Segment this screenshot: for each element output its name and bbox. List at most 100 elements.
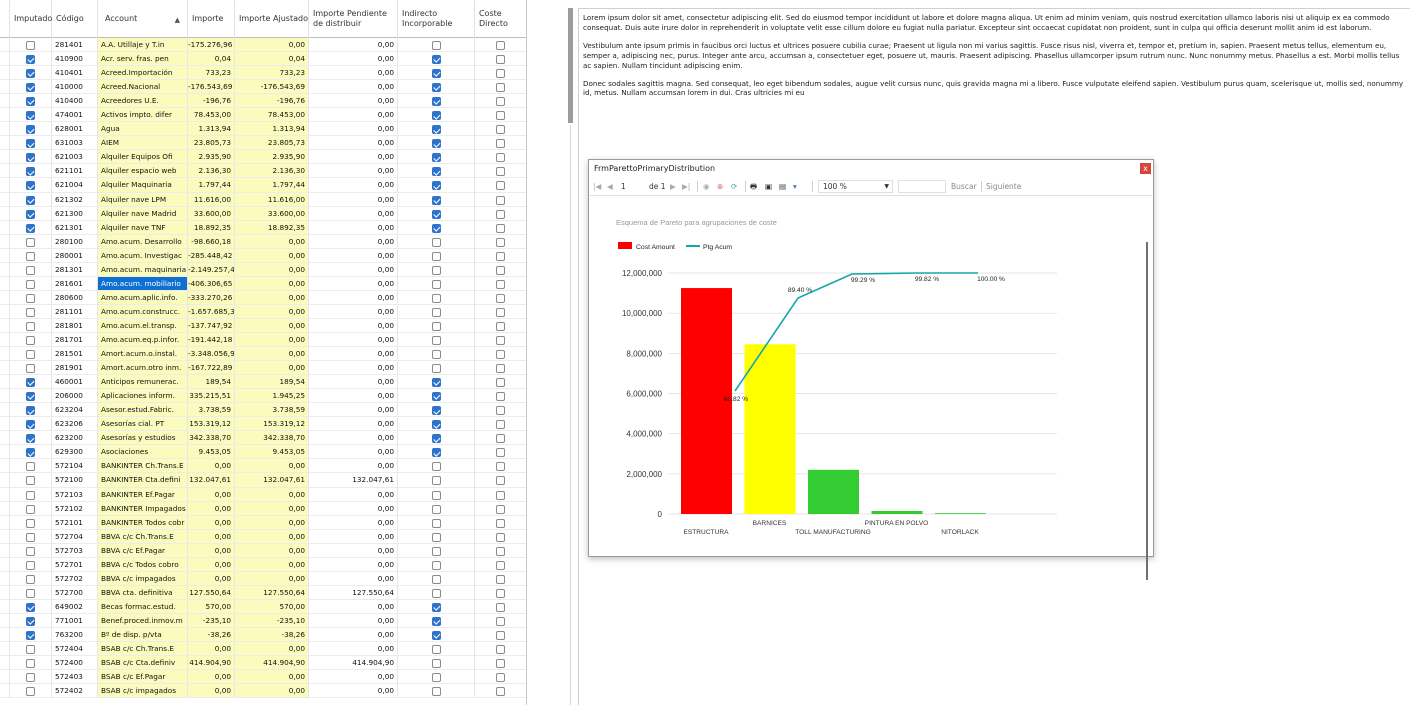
cell-codigo[interactable]: 572103 (52, 487, 98, 502)
cell-importe-pendiente[interactable]: 0,00 (309, 627, 398, 643)
coste-directo-checkbox[interactable] (496, 448, 505, 458)
cell-importe[interactable]: 132.047,61 (188, 473, 235, 488)
table-row[interactable]: 621302 Alquiler nave LPM 11.616,00 11.616,0… (0, 192, 526, 207)
cell-importe[interactable]: 3.738,59 (188, 403, 235, 418)
indirecto-checkbox[interactable] (432, 293, 441, 303)
table-row[interactable]: 410401 Acreed.Importación 733,23 733,23 0,00 (0, 66, 526, 81)
indirecto-checkbox[interactable] (432, 378, 441, 388)
indirecto-checkbox[interactable] (432, 111, 441, 121)
cell-importe-pendiente[interactable]: 0,00 (309, 206, 398, 221)
cell-importe[interactable]: -406.306,65 (188, 276, 235, 291)
indirecto-checkbox[interactable] (432, 462, 441, 472)
cell-importe-ajustado[interactable]: 414.904,90 (235, 656, 309, 671)
cell-codigo[interactable]: 410401 (52, 66, 98, 81)
imputado-checkbox[interactable] (26, 616, 35, 626)
indirecto-checkbox[interactable] (432, 490, 441, 500)
coste-directo-checkbox[interactable] (496, 335, 505, 345)
row-selector[interactable] (0, 318, 10, 333)
cell-importe[interactable]: 0,04 (188, 52, 235, 67)
table-row[interactable]: 572402 BSAB c/c impagados 0,00 0,00 0,00 (0, 684, 526, 699)
col-coste-directo[interactable]: Coste Directo (475, 0, 526, 38)
table-row[interactable]: 572104 BANKINTER Ch.Trans.E 0,00 0,00 0,00 (0, 459, 526, 474)
coste-directo-checkbox[interactable] (496, 265, 505, 275)
cell-importe[interactable]: 0,00 (188, 670, 235, 685)
cell-importe-ajustado[interactable]: -235,10 (235, 613, 309, 628)
row-selector[interactable] (0, 206, 10, 221)
indirecto-checkbox[interactable] (432, 406, 441, 416)
indirecto-checkbox[interactable] (432, 392, 441, 402)
cell-importe-pendiente[interactable]: 0,00 (309, 38, 398, 53)
cell-codigo[interactable]: 621101 (52, 164, 98, 179)
cell-codigo[interactable]: 281801 (52, 318, 98, 333)
coste-directo-checkbox[interactable] (496, 195, 505, 205)
cell-importe-ajustado[interactable]: 33.600,00 (235, 206, 309, 221)
cell-importe-pendiente[interactable]: 0,00 (309, 108, 398, 123)
cell-importe-ajustado[interactable]: 570,00 (235, 599, 309, 614)
coste-directo-checkbox[interactable] (496, 560, 505, 570)
row-selector[interactable] (0, 389, 10, 404)
cell-account[interactable]: Asesorías cial. PT (98, 417, 188, 432)
cell-importe[interactable]: 342.338,70 (188, 431, 235, 446)
indirecto-checkbox[interactable] (432, 364, 441, 374)
cell-account[interactable]: BBVA c/c Todos cobro (98, 557, 188, 572)
page-number-input[interactable]: 1 (621, 182, 626, 191)
cell-importe[interactable]: 0,00 (188, 459, 235, 474)
row-selector[interactable] (0, 52, 10, 67)
cell-importe-ajustado[interactable]: 0,00 (235, 332, 309, 348)
cell-importe-pendiente[interactable]: 0,00 (309, 150, 398, 165)
cell-importe-ajustado[interactable]: 1.797,44 (235, 178, 309, 193)
cell-importe[interactable]: 2.136,30 (188, 164, 235, 179)
cell-codigo[interactable]: 621300 (52, 206, 98, 221)
row-selector[interactable] (0, 515, 10, 530)
cell-account[interactable]: Amo.acum.eq.p.infor. (98, 332, 188, 348)
imputado-checkbox[interactable] (26, 181, 35, 191)
row-selector[interactable] (0, 684, 10, 699)
table-row[interactable]: 206000 Aplicaciones inform. 335.215,51 1.94… (0, 389, 526, 404)
table-row[interactable]: 281101 Amo.acum.construcc. -1.657.685,39 0,… (0, 304, 526, 319)
coste-directo-checkbox[interactable] (496, 406, 505, 416)
cell-importe-pendiente[interactable]: 0,00 (309, 613, 398, 628)
imputado-checkbox[interactable] (26, 490, 35, 500)
cell-importe[interactable]: 0,00 (188, 515, 235, 530)
row-selector[interactable] (0, 431, 10, 446)
coste-directo-checkbox[interactable] (496, 167, 505, 177)
coste-directo-checkbox[interactable] (496, 630, 505, 640)
row-selector[interactable] (0, 543, 10, 558)
cell-importe-pendiente[interactable]: 0,00 (309, 599, 398, 614)
cell-importe[interactable]: 153.319,12 (188, 417, 235, 432)
cell-codigo[interactable]: 572403 (52, 670, 98, 685)
find-input[interactable] (898, 180, 946, 193)
cell-codigo[interactable]: 621301 (52, 220, 98, 235)
cell-importe-pendiente[interactable]: 0,00 (309, 529, 398, 544)
coste-directo-checkbox[interactable] (496, 673, 505, 683)
coste-directo-checkbox[interactable] (496, 687, 505, 697)
cell-codigo[interactable]: 572104 (52, 459, 98, 474)
cell-importe-ajustado[interactable]: 1.945,25 (235, 389, 309, 404)
cell-codigo[interactable]: 628001 (52, 122, 98, 137)
cell-importe-ajustado[interactable]: 0,00 (235, 487, 309, 502)
indirecto-checkbox[interactable] (432, 167, 441, 177)
cell-account[interactable]: Anticipos remunerac. (98, 375, 188, 390)
cell-importe[interactable]: 0,00 (188, 529, 235, 544)
indirecto-checkbox[interactable] (432, 687, 441, 697)
table-row[interactable]: 281901 Amort.acum.otro inm. -167.722,89 0,0… (0, 361, 526, 376)
row-selector-header[interactable] (0, 0, 10, 38)
cell-importe[interactable]: 11.616,00 (188, 192, 235, 207)
imputado-checkbox[interactable] (26, 420, 35, 430)
cell-account[interactable]: BBVA c/c impagados (98, 571, 188, 586)
cell-importe[interactable]: -2.149.257,44 (188, 262, 235, 277)
imputado-checkbox[interactable] (26, 265, 35, 275)
last-page-icon[interactable]: ▶| (682, 182, 691, 191)
indirecto-checkbox[interactable] (432, 125, 441, 135)
indirecto-checkbox[interactable] (432, 476, 441, 486)
imputado-checkbox[interactable] (26, 321, 35, 331)
cell-account[interactable]: BANKINTER Ch.Trans.E (98, 459, 188, 474)
row-selector[interactable] (0, 656, 10, 671)
table-row[interactable]: 572102 BANKINTER Impagados 0,00 0,00 0,00 (0, 501, 526, 516)
report-scrollbar[interactable] (1146, 242, 1148, 580)
cell-importe-ajustado[interactable]: 189,54 (235, 375, 309, 390)
cell-codigo[interactable]: 281401 (52, 38, 98, 53)
cell-codigo[interactable]: 629300 (52, 445, 98, 460)
cell-codigo[interactable]: 474001 (52, 108, 98, 123)
cell-importe-pendiente[interactable]: 0,00 (309, 389, 398, 404)
